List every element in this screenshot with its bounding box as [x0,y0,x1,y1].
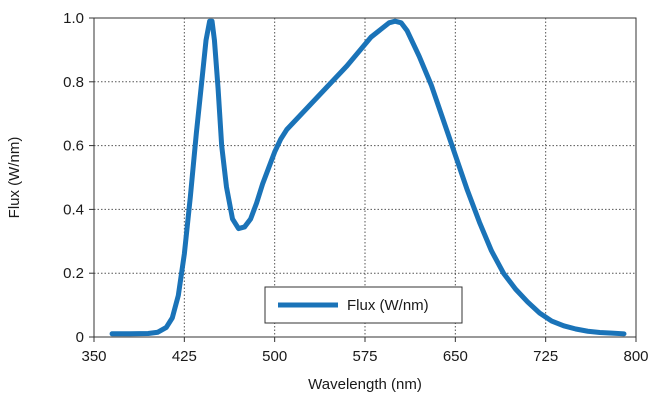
x-tick-label: 425 [172,348,197,365]
x-axis-title: Wavelength (nm) [308,376,422,393]
y-tick-label: 0.4 [63,201,84,218]
x-tick-label: 725 [533,348,558,365]
x-tick-label: 650 [443,348,468,365]
series-line [109,18,627,337]
y-tick-label: 0.2 [63,265,84,282]
x-tick-label: 575 [352,348,377,365]
x-tick-label: 800 [623,348,648,365]
y-tick-label: 1.0 [63,10,84,27]
y-tick-label: 0.6 [63,138,84,155]
y-axis: 0 0.2 0.4 0.6 0.8 1.0 [63,10,94,346]
grid [94,18,636,337]
x-tick-label: 350 [81,348,106,365]
legend: Flux (W/nm) [264,286,463,324]
legend-label: Flux (W/nm) [347,297,429,314]
y-axis-title: Flux (W/nm) [6,137,23,219]
y-tick-label: 0 [76,329,84,346]
x-tick-label: 500 [262,348,287,365]
series-layer [109,18,627,337]
x-axis: 350 425 500 575 650 725 800 [81,337,649,365]
y-tick-label: 0.8 [63,74,84,91]
